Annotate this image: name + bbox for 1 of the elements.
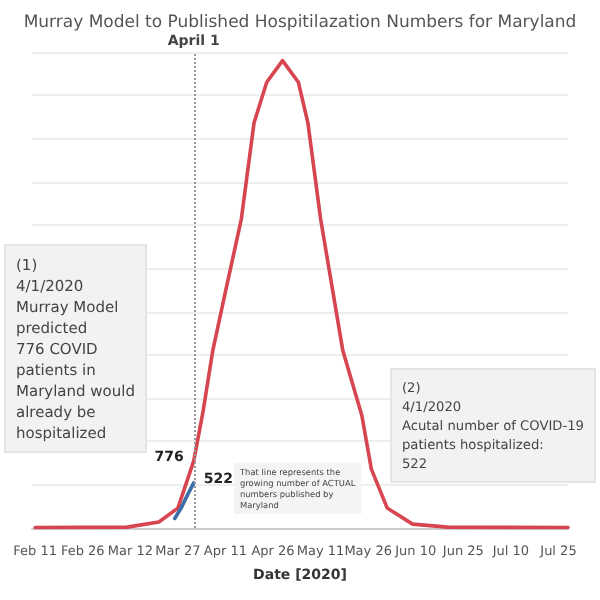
chart-title: Murray Model to Published Hospitilazation Numbers for Maryland [23,13,577,33]
